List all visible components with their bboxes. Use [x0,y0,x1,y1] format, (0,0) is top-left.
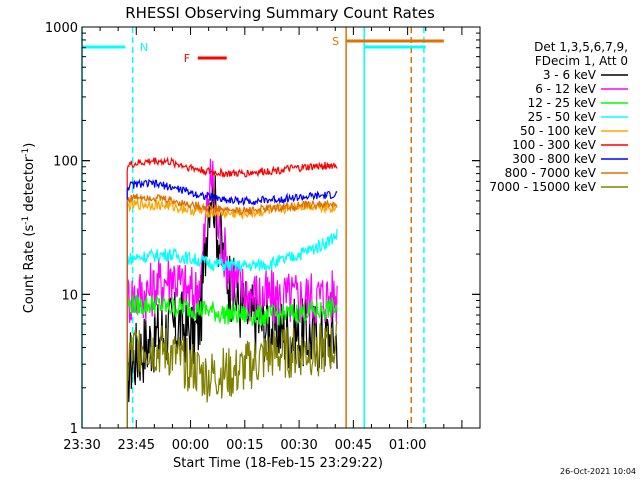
series-line-2 [126,292,338,428]
series-line-6 [126,178,338,428]
legend-label-4: 50 - 100 keV [520,124,597,138]
y-label-mid: detector [22,156,37,216]
series-line-8 [126,321,338,428]
x-tick-label: 00:15 [226,438,263,453]
y-label-main: Count Rate (s [22,225,37,314]
y-tick-label: 10 [61,288,78,303]
legend-label-6: 300 - 800 keV [512,152,596,166]
legend-label-0: 3 - 6 keV [543,68,597,82]
timestamp: 26-Oct-2021 10:04 [560,467,636,476]
y-ticks: 1 10 100 1000 [45,21,480,437]
y-tick-label: 1000 [45,21,78,36]
legend: Det 1,3,5,6,7,9, FDecim 1, Att 0 3 - 6 k… [489,40,628,194]
series-line-3 [126,228,338,428]
series-group [126,156,338,428]
x-tick-label: 23:30 [63,438,100,453]
status-label-N: N [140,41,148,54]
series-line-5 [126,156,338,428]
x-tick-label: 00:00 [172,438,209,453]
legend-label-8: 7000 - 15000 keV [489,180,596,194]
status-label-F: F [184,52,190,65]
x-axis-label: Start Time (18-Feb-15 23:29:22) [173,456,383,471]
y-label-sup2: -1 [21,148,31,157]
legend-label-5: 100 - 300 keV [512,138,596,152]
y-tick-label: 1 [70,422,78,437]
x-tick-label: 23:45 [118,438,155,453]
x-tick-label: 01:00 [389,438,426,453]
x-tick-label: 00:30 [280,438,317,453]
status-label-S: S [332,35,339,48]
chart-title: RHESSI Observing Summary Count Rates [125,4,435,22]
legend-header-line-1: Det 1,3,5,6,7,9, [534,40,628,54]
y-tick-label: 100 [53,155,78,170]
y-label-end: ) [22,143,37,148]
x-tick-label: 00:45 [335,438,372,453]
y-axis-label: Count Rate (s-1 detector-1) [21,143,37,314]
legend-label-3: 25 - 50 keV [528,110,597,124]
legend-label-1: 6 - 12 keV [535,82,597,96]
legend-header-line-2: FDecim 1, Att 0 [535,54,628,68]
series-line-1 [126,158,338,428]
status-bars: N F S [82,35,444,65]
legend-label-7: 800 - 7000 keV [505,166,597,180]
x-ticks: 23:30 23:45 00:00 00:15 00:30 00:45 01:00 [63,27,481,453]
series-line-7 [126,193,338,428]
y-label-sup1: -1 [21,216,31,225]
legend-label-2: 12 - 25 keV [528,96,597,110]
